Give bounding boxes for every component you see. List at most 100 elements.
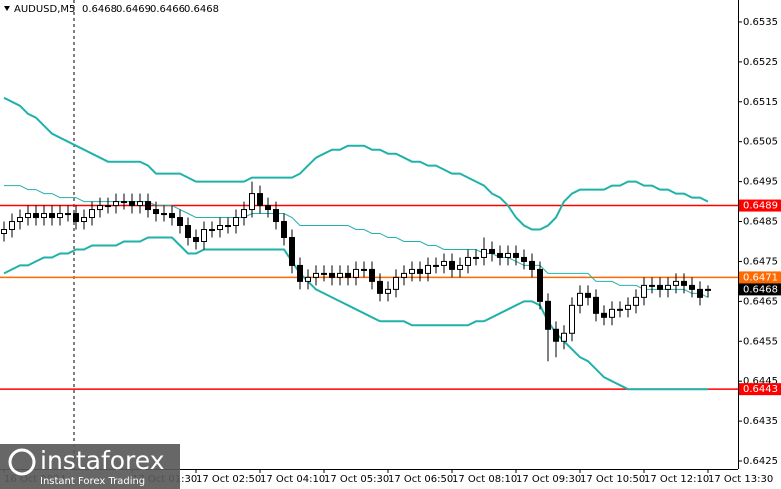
y-tick-label: 0.6435 [743, 416, 778, 427]
level-label: 0.6489 [743, 201, 778, 212]
candle-body [481, 248, 487, 258]
candle-body [185, 225, 191, 238]
price-label-bg [739, 283, 781, 296]
candle-body [33, 213, 39, 219]
candle-body [401, 272, 407, 278]
candle-body [409, 268, 415, 274]
y-tick-label: 0.6505 [743, 137, 778, 148]
candle-body [513, 252, 519, 258]
candle-body [49, 213, 55, 219]
level-label-bg [739, 271, 781, 284]
candle-body [73, 213, 79, 223]
candle-body [121, 201, 127, 204]
lower-band [3, 236, 708, 391]
axes: 0.6425 0.6435 0.6445 0.6455 0.6465 0.6475 0.64… [3, 17, 781, 485]
candle-body [697, 288, 703, 298]
y-tick-label: 0.6495 [743, 177, 778, 188]
candle-body [313, 272, 319, 278]
candle-body [17, 217, 23, 223]
candle-body [257, 193, 263, 207]
candle-body [89, 209, 95, 219]
candle-body [457, 264, 463, 270]
candle-body [297, 264, 303, 282]
candle-body [553, 328, 559, 342]
candle-body [225, 225, 231, 228]
symbol: AUDUSD,M5 [14, 4, 75, 15]
candle-body [609, 308, 615, 318]
y-tick-label: 0.6445 [743, 376, 778, 387]
level-label-bg [739, 199, 781, 212]
candle-body [369, 268, 375, 282]
candle-body [489, 248, 495, 254]
candle-body [689, 284, 695, 290]
x-tick-label: 17 Oct 12:10 [644, 474, 709, 485]
y-tick-label: 0.6485 [743, 217, 778, 228]
candle-body [249, 193, 255, 211]
candle-body [569, 304, 575, 334]
y-tick-label: 0.6425 [743, 456, 778, 467]
candle-body [329, 272, 335, 278]
x-tick-label: 17 Oct 04:10 [260, 474, 325, 485]
candle-body [281, 221, 287, 238]
logo: instaforex Instant Forex Trading [0, 444, 180, 489]
candle-body [97, 205, 103, 211]
logo-icon [8, 448, 36, 476]
candle-body [153, 209, 159, 215]
candle-body [593, 296, 599, 314]
candle-body [345, 272, 351, 278]
candle-body [633, 296, 639, 306]
upper-band [3, 96, 709, 231]
candle-body [433, 264, 439, 267]
candle-body [81, 217, 87, 223]
x-tick-label: 17 Oct 02:50 [196, 474, 261, 485]
x-tick-label: 17 Oct 08:10 [452, 474, 517, 485]
candle-body [353, 268, 359, 278]
candle-body [9, 221, 15, 231]
candle-body [65, 213, 71, 216]
y-tick-label: 0.6455 [743, 336, 778, 347]
candle-body [673, 280, 679, 286]
candle-body [585, 292, 591, 298]
y-tick-label: 0.6465 [743, 296, 778, 307]
candle-body [113, 201, 119, 207]
candle-body [377, 280, 383, 294]
candle-body [681, 280, 687, 286]
candle-body [625, 304, 631, 310]
candle-body [305, 276, 311, 282]
candle-body [577, 292, 583, 306]
candle-body [425, 264, 431, 274]
candle-body [289, 236, 295, 266]
candle-body [233, 217, 239, 227]
candle-body [649, 284, 655, 287]
level-label-bg [739, 383, 781, 396]
candle-body [521, 256, 527, 262]
candle-body [25, 213, 31, 219]
candle-body [529, 260, 535, 270]
candle-body [241, 209, 247, 219]
candle-body [105, 205, 111, 208]
candle-body [545, 300, 551, 330]
y-tick-label: 0.6535 [743, 17, 778, 28]
candle-body [641, 284, 647, 298]
candle-body [273, 209, 279, 223]
candle-body [393, 276, 399, 290]
candle-body [129, 201, 135, 207]
candle-body [57, 213, 63, 219]
candle-body [321, 272, 327, 275]
collapse-arrow[interactable] [4, 6, 10, 11]
candle-body [265, 205, 271, 211]
plot-area [0, 96, 738, 391]
level-label: 0.6443 [743, 384, 778, 395]
header-low: 0.6466 [150, 4, 185, 15]
x-tick-label: 17 Oct 09:30 [516, 474, 581, 485]
level-label: 0.6471 [743, 272, 778, 283]
header-close: 0.6468 [184, 4, 219, 15]
candle-body [145, 201, 151, 211]
candle-body [201, 229, 207, 242]
candle-body [169, 213, 175, 219]
candle-body [1, 229, 7, 235]
candle-body [561, 332, 567, 342]
candle-body [209, 229, 215, 232]
logo-tagline: Instant Forex Trading [40, 476, 145, 487]
candle-body [657, 284, 663, 290]
